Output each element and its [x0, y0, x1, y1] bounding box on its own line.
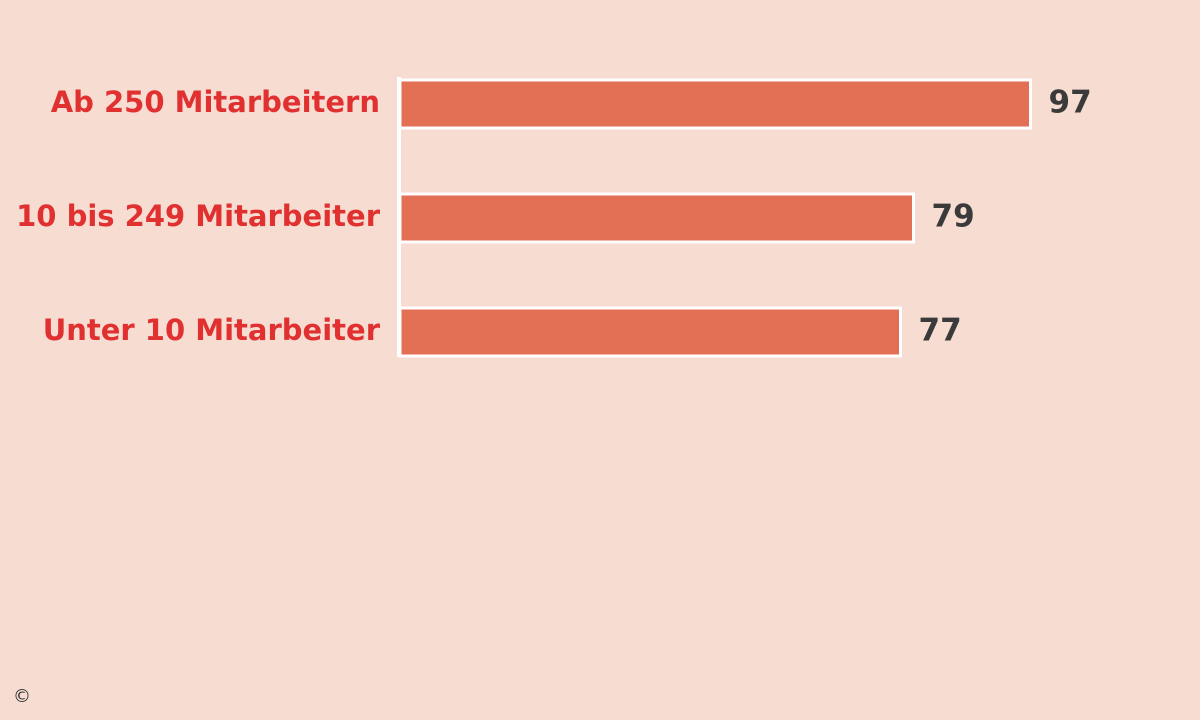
bar	[398, 78, 1032, 130]
category-label: Ab 250 Mitarbeitern	[51, 85, 380, 119]
value-label: 79	[932, 199, 975, 235]
bar	[398, 306, 902, 358]
bar	[398, 192, 915, 244]
category-label: Unter 10 Mitarbeiter	[43, 313, 381, 347]
value-label: 77	[919, 313, 962, 349]
copyright: ©	[13, 686, 31, 707]
value-label: 97	[1049, 85, 1092, 121]
category-label: 10 bis 249 Mitarbeiter	[16, 199, 381, 233]
